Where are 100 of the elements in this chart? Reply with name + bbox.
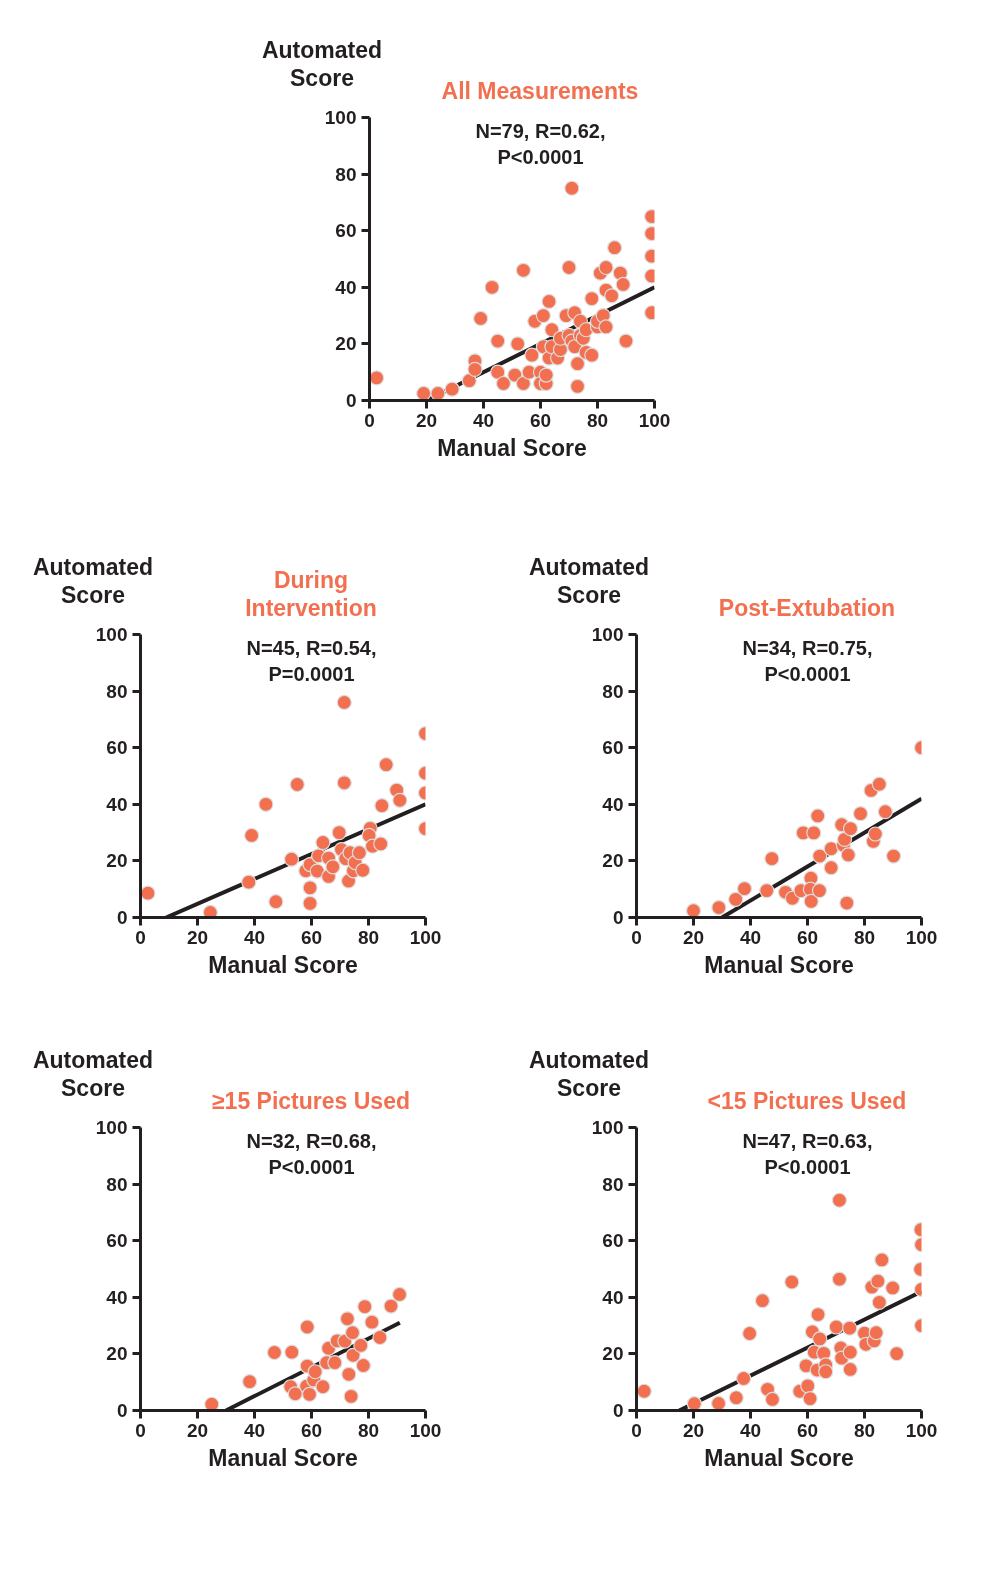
point xyxy=(877,804,893,820)
y-tick-label: 20 xyxy=(106,1343,128,1365)
y-tick-label: 80 xyxy=(106,680,128,702)
x-tick-label: 40 xyxy=(243,926,266,948)
point xyxy=(812,848,828,864)
point xyxy=(810,808,826,824)
point xyxy=(871,776,887,792)
x-tick-label: 40 xyxy=(472,409,495,431)
point xyxy=(283,851,300,867)
y-tick-label: 40 xyxy=(602,1286,624,1308)
x-tick-label: 0 xyxy=(631,1419,642,1441)
y-tick-label: 60 xyxy=(106,737,128,759)
point xyxy=(202,904,218,918)
y-tick-label: 0 xyxy=(612,907,624,928)
chart-title: During Intervention xyxy=(244,566,378,622)
point xyxy=(268,894,284,910)
annotation: N=45, R=0.54, P=0.0001 xyxy=(246,636,377,685)
x-tick-label: 20 xyxy=(682,926,705,948)
point xyxy=(374,798,390,814)
point xyxy=(840,847,856,863)
x-tick-label: 60 xyxy=(300,926,323,948)
point xyxy=(839,895,855,911)
x-tick-label: 20 xyxy=(682,1419,705,1441)
point xyxy=(302,880,318,896)
annotation: N=34, R=0.75, P<0.0001 xyxy=(742,636,873,685)
point xyxy=(343,1388,359,1404)
point xyxy=(284,1344,300,1360)
point xyxy=(842,1361,858,1378)
point xyxy=(378,757,394,773)
x-tick-label: 100 xyxy=(409,926,442,948)
x-tick-label: 60 xyxy=(300,1419,323,1441)
y-tick-label: 100 xyxy=(324,107,357,128)
y-tick-label: 40 xyxy=(106,1286,128,1308)
y-axis-title: Automated Score xyxy=(31,553,155,609)
point xyxy=(372,1329,388,1346)
y-tick-label: 0 xyxy=(612,1400,624,1421)
point xyxy=(686,1396,702,1411)
point xyxy=(355,862,371,878)
annotation: N=32, R=0.68, P<0.0001 xyxy=(246,1129,377,1178)
point xyxy=(728,891,744,907)
point xyxy=(842,1344,858,1360)
point xyxy=(302,895,318,911)
x-tick-label: 60 xyxy=(796,926,819,948)
y-tick-label: 80 xyxy=(602,1173,624,1195)
point xyxy=(355,1357,371,1374)
point xyxy=(336,694,352,711)
y-tick-label: 40 xyxy=(602,793,624,815)
y-tick-label: 100 xyxy=(95,624,128,645)
y-tick-label: 20 xyxy=(106,850,128,872)
chart-title: All Measurements xyxy=(440,77,640,105)
point xyxy=(885,848,902,864)
y-tick-label: 0 xyxy=(345,390,357,411)
point xyxy=(889,1346,905,1362)
annotation: N=47, R=0.63, P<0.0001 xyxy=(742,1129,873,1178)
x-tick-label: 40 xyxy=(243,1419,266,1441)
x-tick-label: 40 xyxy=(739,1419,762,1441)
point xyxy=(636,1383,652,1399)
point xyxy=(831,1271,848,1287)
x-axis-title: Manual Score xyxy=(704,1444,854,1471)
point xyxy=(742,1325,758,1342)
y-tick-label: 80 xyxy=(106,1173,128,1195)
point xyxy=(351,845,367,861)
point xyxy=(309,863,325,879)
point xyxy=(364,1314,380,1330)
point xyxy=(831,1192,848,1208)
y-tick-label: 100 xyxy=(95,1117,128,1138)
y-axis-title: Automated Score xyxy=(527,1046,651,1102)
y-tick-label: 100 xyxy=(591,624,624,645)
y-tick-label: 60 xyxy=(602,737,624,759)
point xyxy=(258,796,274,812)
point xyxy=(818,1364,834,1380)
y-tick-label: 60 xyxy=(106,1230,128,1252)
point xyxy=(759,883,775,899)
point xyxy=(828,1319,844,1335)
x-tick-label: 0 xyxy=(631,926,642,948)
point xyxy=(244,827,260,844)
x-tick-label: 60 xyxy=(529,409,552,431)
chart-title: <15 Pictures Used xyxy=(706,1087,908,1115)
chart-title: Post-Extubation xyxy=(717,594,897,622)
y-tick-label: 0 xyxy=(116,907,128,928)
x-tick-label: 80 xyxy=(357,1419,380,1441)
y-tick-label: 20 xyxy=(335,333,357,355)
x-tick-label: 20 xyxy=(186,1419,209,1441)
x-tick-label: 20 xyxy=(186,926,209,948)
point xyxy=(331,825,347,841)
x-tick-label: 100 xyxy=(409,1419,442,1441)
y-tick-label: 40 xyxy=(106,793,128,815)
point xyxy=(339,1311,356,1327)
x-axis-title: Manual Score xyxy=(704,951,854,978)
y-tick-label: 80 xyxy=(335,163,357,185)
point xyxy=(392,792,408,808)
point xyxy=(383,1298,399,1314)
point xyxy=(784,1274,800,1290)
x-tick-label: 20 xyxy=(415,409,438,431)
point xyxy=(812,1331,828,1347)
point xyxy=(315,1379,331,1395)
point xyxy=(823,841,839,857)
point xyxy=(811,883,828,899)
y-tick-label: 20 xyxy=(602,1343,624,1365)
x-tick-label: 0 xyxy=(364,409,375,431)
